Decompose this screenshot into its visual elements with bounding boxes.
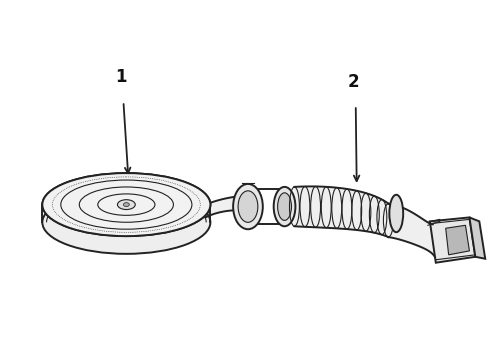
- Text: 1: 1: [116, 68, 127, 86]
- Ellipse shape: [278, 193, 292, 220]
- Ellipse shape: [42, 191, 210, 254]
- Ellipse shape: [42, 173, 210, 236]
- Ellipse shape: [390, 195, 403, 232]
- Polygon shape: [469, 217, 485, 259]
- Polygon shape: [389, 204, 435, 257]
- Polygon shape: [430, 217, 475, 263]
- Ellipse shape: [118, 200, 135, 210]
- Ellipse shape: [233, 184, 263, 229]
- Ellipse shape: [274, 187, 295, 226]
- Ellipse shape: [238, 191, 258, 222]
- Polygon shape: [446, 225, 469, 255]
- Polygon shape: [294, 186, 389, 237]
- Ellipse shape: [42, 173, 210, 236]
- Polygon shape: [205, 195, 261, 217]
- Text: 2: 2: [348, 73, 360, 91]
- Ellipse shape: [123, 203, 129, 207]
